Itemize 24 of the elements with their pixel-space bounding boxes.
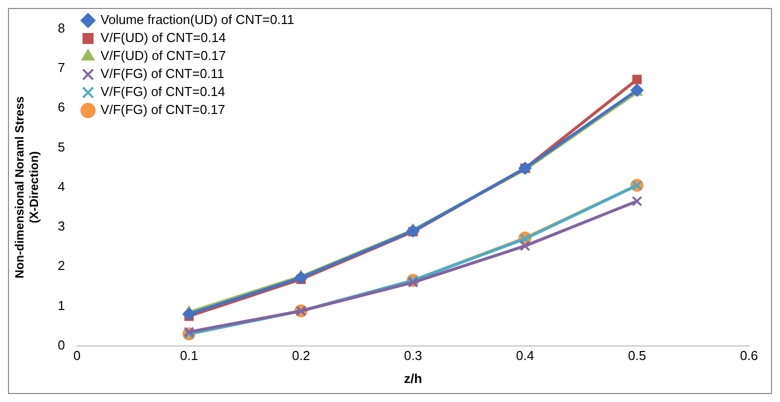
x-tick-label: 0.6: [740, 348, 758, 364]
x-tick-label: 0.5: [628, 348, 646, 364]
x-axis-title: z/h: [404, 370, 422, 386]
y-tick-label: 2: [58, 258, 66, 274]
x-tick-label: 0.1: [180, 348, 198, 364]
y-tick-label: 0: [58, 337, 66, 352]
y-tick-label: 3: [58, 218, 66, 234]
legend-label: V/F(UD) of CNT=0.17: [100, 48, 226, 64]
y-tick-label: 1: [58, 298, 66, 313]
y-tick-label: 4: [58, 178, 66, 194]
x-tick-label: 0.4: [516, 348, 534, 364]
x-tick-label: 0: [73, 348, 81, 364]
legend-label: V/F(FG) of CNT=0.17: [100, 102, 226, 118]
y-tick-label: 5: [58, 139, 66, 154]
x-tick-label: 0.3: [404, 348, 422, 364]
y-tick-label: 7: [58, 60, 66, 76]
y-tick-label: 8: [58, 20, 66, 36]
legend-label: V/F(FG) of CNT=0.11: [100, 66, 224, 82]
y-axis-title: Non-dimensional Noraml Stress (X-Direction): [12, 96, 41, 278]
y-tick-label: 6: [58, 100, 66, 115]
x-tick-label: 0.2: [292, 348, 310, 364]
legend-label: V/F(FG) of CNT=0.14: [100, 84, 226, 100]
legend-label: V/F(UD) of CNT=0.14: [100, 30, 226, 46]
legend-label: Volume fraction(UD) of CNT=0.11: [100, 12, 294, 28]
